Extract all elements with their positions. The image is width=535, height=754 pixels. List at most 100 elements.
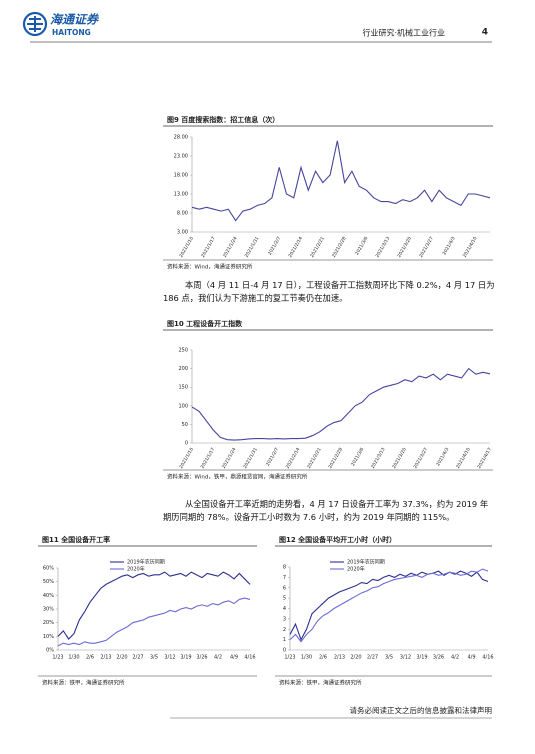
x-tick-label: 3/26: [196, 655, 207, 661]
x-tick-label: 3/12: [400, 655, 411, 661]
figure-title: 图9 百度搜索指数：招工信息（次）: [167, 115, 279, 124]
x-tick-label: 2021/3/27: [412, 447, 429, 470]
y-tick-label: 50%: [43, 579, 54, 585]
section: 行业研究·机械工业行业: [362, 28, 445, 38]
y-tick-label: 2: [283, 627, 286, 633]
figure-source: 资料来源：Wind，铁甲，鼎源租赁官网，海通证券研究所: [167, 473, 308, 481]
legend-label: 2019年农历同期: [127, 559, 165, 566]
y-tick-label: 13.00: [174, 192, 188, 198]
y-tick-label: 23.00: [174, 154, 188, 160]
x-tick-label: 4/9: [230, 655, 238, 661]
x-tick-label: 2021/1/31: [244, 236, 261, 259]
x-tick-label: 2021/2/28: [327, 447, 344, 470]
x-tick-label: 2021/2/7: [267, 236, 282, 257]
x-tick-label: 2021/1/24: [221, 447, 238, 470]
y-tick-label: 40%: [43, 593, 54, 599]
brand: 海通证券: [50, 13, 100, 27]
x-tick-label: 2021/4/3: [441, 236, 456, 257]
y-tick-label: 7: [283, 575, 286, 581]
y-tick-label: 30%: [43, 607, 54, 613]
x-tick-label: 2021/2/21: [309, 236, 326, 259]
x-tick-label: 3/5: [385, 655, 393, 661]
x-tick-label: 2021/1/31: [242, 447, 259, 470]
y-tick-label: 0: [185, 441, 188, 447]
y-tick-label: 250: [178, 348, 188, 354]
x-tick-label: 2021/4/10: [462, 236, 479, 259]
series-line: [57, 597, 251, 647]
y-tick-label: 18.00: [174, 173, 188, 179]
figure-title: 图12 全国设备平均开工小时（小时）: [279, 535, 396, 544]
x-tick-label: 2021/2/14: [287, 236, 304, 259]
x-tick-label: 2021/1/10: [178, 447, 195, 470]
brand-en: HAITONG: [52, 28, 91, 37]
figure-source: 资料来源：铁甲，海通证券研究所: [279, 679, 362, 687]
x-tick-label: 2021/4/10: [455, 447, 472, 470]
y-tick-label: 20%: [43, 620, 54, 626]
legend-label: 2020年: [347, 566, 365, 573]
x-tick-label: 2021/4/17: [476, 447, 493, 470]
x-tick-label: 2021/3/27: [418, 236, 435, 259]
x-tick-label: 2/20: [350, 655, 361, 661]
legend-label: 2019年农历同期: [347, 559, 385, 566]
y-tick-label: 6: [283, 585, 286, 591]
x-tick-label: 2/13: [334, 655, 345, 661]
y-tick-label: 150: [178, 385, 188, 391]
x-tick-label: 2021/3/6: [350, 447, 365, 468]
x-tick-label: 2021/2/7: [265, 447, 280, 468]
x-tick-label: 2/27: [367, 655, 378, 661]
y-tick-label: 60%: [43, 566, 54, 572]
paragraph: 从全国设备开工率近期的走势看，4 月 17 日设备开工率为 37.3%，约为 2…: [163, 499, 489, 522]
x-tick-label: 2021/2/21: [306, 447, 323, 470]
x-tick-label: 4/16: [244, 655, 255, 661]
x-tick-label: 1/30: [68, 655, 79, 661]
y-tick-label: 0%: [46, 648, 54, 654]
x-tick-label: 3/26: [433, 655, 444, 661]
y-tick-label: 5: [283, 596, 286, 602]
x-tick-label: 2021/2/14: [285, 447, 302, 470]
x-tick-label: 3/5: [150, 655, 158, 661]
x-tick-label: 2/6: [86, 655, 94, 661]
paragraph: 本周（4 月 11 日-4 月 17 日），工程设备开工指数周环比下降 0.2%…: [163, 280, 495, 303]
x-tick-label: 4/2: [214, 655, 222, 661]
y-tick-label: 100: [178, 403, 188, 409]
y-tick-label: 8: [283, 565, 286, 571]
logo-mark: [27, 16, 43, 32]
x-tick-label: 1/30: [301, 655, 312, 661]
x-tick-label: 2021/1/10: [178, 236, 195, 259]
figure-source: 资料来源：铁甲，海通证券研究所: [42, 679, 125, 687]
series-line: [191, 367, 491, 441]
y-tick-label: 50: [182, 422, 188, 428]
figure-title: 图11 全国设备开工率: [42, 535, 110, 544]
x-tick-label: 3/19: [180, 655, 191, 661]
y-tick-label: 4: [283, 606, 286, 612]
x-tick-label: 2021/3/20: [391, 447, 408, 470]
x-tick-label: 1/23: [52, 655, 63, 661]
x-tick-label: 4/9: [467, 655, 475, 661]
x-tick-label: 2021/4/3: [435, 447, 450, 468]
x-tick-label: 2021/1/17: [200, 236, 217, 259]
x-tick-label: 2/20: [116, 655, 127, 661]
y-tick-label: 200: [178, 366, 188, 372]
figure-title: 图10 工程设备开工指数: [167, 319, 243, 328]
page-number: 4: [482, 28, 488, 38]
x-tick-label: 2021/3/13: [375, 236, 392, 259]
x-tick-label: 2021/1/24: [222, 236, 239, 259]
x-tick-label: 2021/3/6: [354, 236, 369, 257]
x-tick-label: 2/27: [132, 655, 143, 661]
series-line: [191, 140, 491, 222]
y-tick-label: 8.00: [177, 211, 188, 217]
x-tick-label: 2021/3/13: [370, 447, 387, 470]
x-tick-label: 4/16: [482, 655, 493, 661]
x-tick-label: 2021/2/28: [331, 236, 348, 259]
y-tick-label: 28.00: [174, 135, 188, 141]
figure-source: 资料来源：Wind，海通证券研究所: [167, 263, 253, 271]
y-tick-label: 0: [283, 648, 286, 654]
series-line: [289, 568, 489, 643]
x-tick-label: 1/23: [284, 655, 295, 661]
series-line: [57, 571, 251, 640]
x-tick-label: 3/12: [164, 655, 175, 661]
logo-ring: [22, 11, 48, 37]
